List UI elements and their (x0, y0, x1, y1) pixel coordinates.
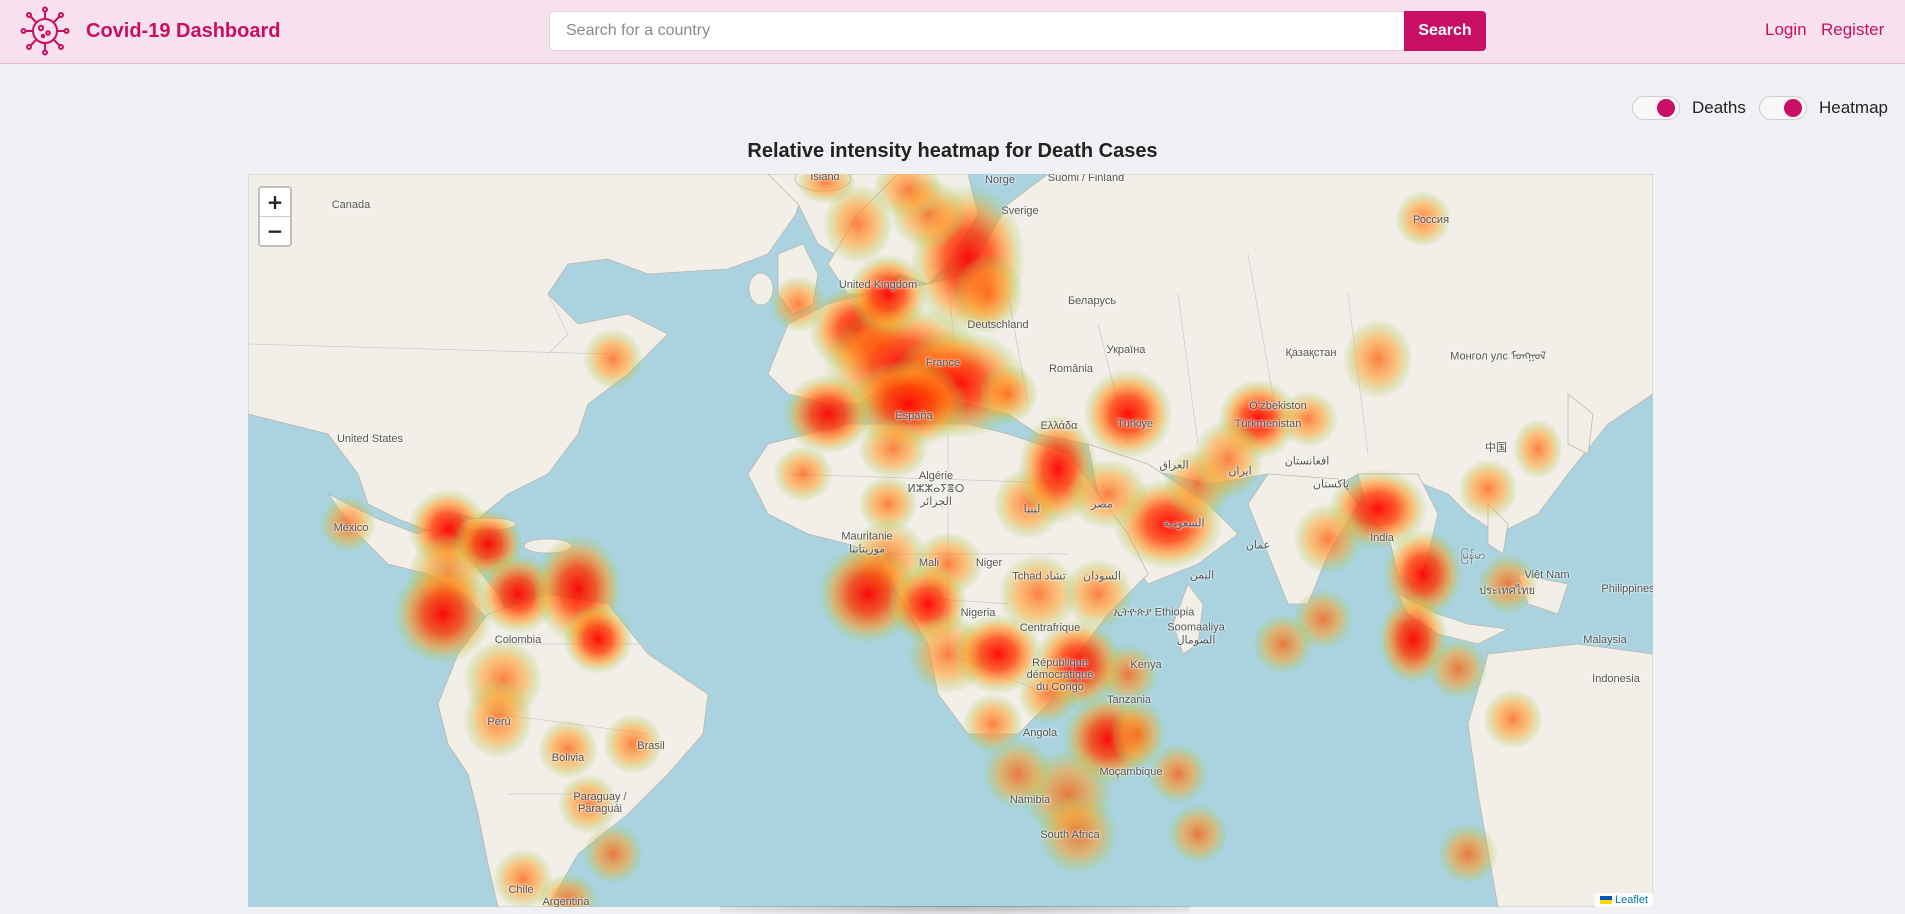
map-attribution: Leaflet (1594, 893, 1653, 907)
map-label-centrafrique: Centrafrique (1019, 622, 1081, 634)
map-label-argentina: Argentina (542, 896, 590, 907)
map-label-tchad: Tchad تشاد (1012, 570, 1066, 583)
map-label-iran: ایران (1228, 465, 1252, 478)
deaths-toggle[interactable]: Deaths (1632, 96, 1746, 120)
map-label-sudan: السودان (1083, 570, 1121, 583)
heatmap-switch-knob (1784, 99, 1802, 117)
map-label-afghanistan: افغانستان (1284, 455, 1330, 468)
map-label-paraguay: Paraguay / Paraguái (573, 791, 627, 815)
map-label-belarus: Беларусь (1067, 295, 1117, 307)
deaths-toggle-label: Deaths (1692, 98, 1746, 117)
map-label-uk: United Kingdom (838, 279, 918, 291)
heatmap-switch[interactable] (1759, 96, 1807, 120)
map-label-romania: România (1048, 363, 1094, 375)
map-label-espana: España (895, 410, 933, 422)
search-input[interactable] (549, 11, 1404, 51)
map-label-canada: Canada (331, 199, 371, 211)
heatmap-layer (320, 174, 1563, 907)
heatmap-toggle-label: Heatmap (1819, 98, 1888, 117)
map-label-mali: Mali (918, 557, 940, 569)
map-label-yemen: اليمن (1189, 569, 1215, 582)
map-label-iraq: العراق (1159, 459, 1189, 472)
map-label-united-states: United States (336, 433, 404, 445)
deaths-switch-knob (1657, 99, 1675, 117)
heatmap-toggle[interactable]: Heatmap (1759, 96, 1888, 120)
map-label-turkiye: Türkiye (1116, 418, 1154, 430)
register-link[interactable]: Register (1821, 20, 1885, 39)
world-map[interactable]: Ísland Norge Suomi / Finland Sverige Can… (248, 174, 1653, 907)
map-label-kenya: Kenya (1130, 659, 1162, 671)
brand-home-link[interactable]: Covid-19 Dashboard (20, 6, 281, 56)
navbar: Covid-19 Dashboard Search Login Register (0, 0, 1905, 64)
map-label-deutschland: Deutschland (967, 319, 1029, 331)
map-label-finland: Suomi / Finland (1047, 174, 1125, 184)
map-tiles (248, 174, 1653, 907)
map-label-misr: مصر (1091, 498, 1113, 511)
map-label-china: 中国 (1485, 442, 1507, 454)
map-label-ethiopia: ኢትዮጵያ Ethiopia (1113, 606, 1195, 619)
map-label-ellada: Ελλάδα (1040, 420, 1078, 432)
map-label-pakistan: پاکستان (1312, 478, 1350, 491)
map-label-nigeria: Nigeria (960, 607, 996, 619)
map-label-niger: Niger (975, 557, 1003, 569)
map-label-island: Ísland (810, 174, 840, 183)
map-title: Relative intensity heatmap for Death Cas… (747, 140, 1158, 162)
map-label-namibia: Namibia (1009, 794, 1051, 806)
map-label-somalia: Soomaaliya الصومال (1167, 621, 1225, 647)
zoom-control: + − (258, 186, 292, 247)
map-label-uzbekistan: Oʻzbekiston (1249, 400, 1307, 412)
map-label-chile: Chile (508, 884, 534, 896)
map-label-indonesia: Indonesia (1592, 673, 1640, 685)
map-label-philippines: Philippines (1601, 583, 1653, 595)
map-label-vietnam: Việt Nam (1524, 569, 1570, 581)
map-label-oman: عمان (1245, 539, 1271, 552)
zoom-out-button[interactable]: − (260, 217, 290, 245)
map-label-peru: Perú (487, 716, 511, 728)
bottom-scroll-shadow (720, 906, 1190, 914)
map-label-brasil: Brasil (637, 740, 665, 752)
map-label-france: France (925, 357, 961, 369)
login-link[interactable]: Login (1765, 20, 1807, 39)
search-button[interactable]: Search (1404, 11, 1486, 51)
zoom-in-button[interactable]: + (260, 188, 290, 217)
map-label-drc: République démocratique du Congo (1026, 657, 1094, 693)
map-label-rossiya: Россия (1412, 214, 1450, 226)
map-label-tanzania: Tanzania (1106, 694, 1152, 706)
map-label-turkmenistan: Türkmenistan (1234, 418, 1302, 430)
map-label-saudi: السعودية (1163, 517, 1205, 530)
leaflet-link[interactable]: Leaflet (1614, 894, 1648, 906)
map-label-mauritanie: Mauritanie موريتانيا (841, 530, 893, 556)
deaths-switch[interactable] (1632, 96, 1680, 120)
map-label-myanmar: မြန်မာ (1460, 550, 1486, 562)
map-label-mexico: México (333, 522, 369, 534)
map-label-norge: Norge (985, 174, 1015, 186)
map-label-colombia: Colombia (494, 634, 542, 646)
map-label-libya: ليبيا (1023, 503, 1041, 516)
map-label-thailand: ประเทศไทย (1478, 585, 1536, 597)
map-label-malaysia: Malaysia (1583, 634, 1627, 646)
map-label-kazakhstan: Қазақстан (1285, 347, 1337, 359)
map-label-india: India (1370, 532, 1394, 544)
brand-title: Covid-19 Dashboard (86, 19, 281, 42)
map-label-south-africa: South Africa (1040, 829, 1100, 841)
map-label-ukraina: Україна (1106, 344, 1146, 356)
virus-icon (20, 6, 70, 56)
ukraine-flag-icon (1599, 896, 1612, 904)
map-label-mongolia: Монгол улс ᠮᠣᠩᠭᠣᠯ (1450, 350, 1546, 363)
map-label-mocambique: Moçambique (1099, 766, 1163, 778)
map-label-algerie: Algérie ⵍⵣⵣⴰⵢⴻⵔ الجزائر (907, 470, 965, 508)
map-label-sverige: Sverige (1001, 205, 1039, 217)
map-label-bolivia: Bolivia (551, 752, 585, 764)
map-label-angola: Angola (1022, 727, 1058, 739)
